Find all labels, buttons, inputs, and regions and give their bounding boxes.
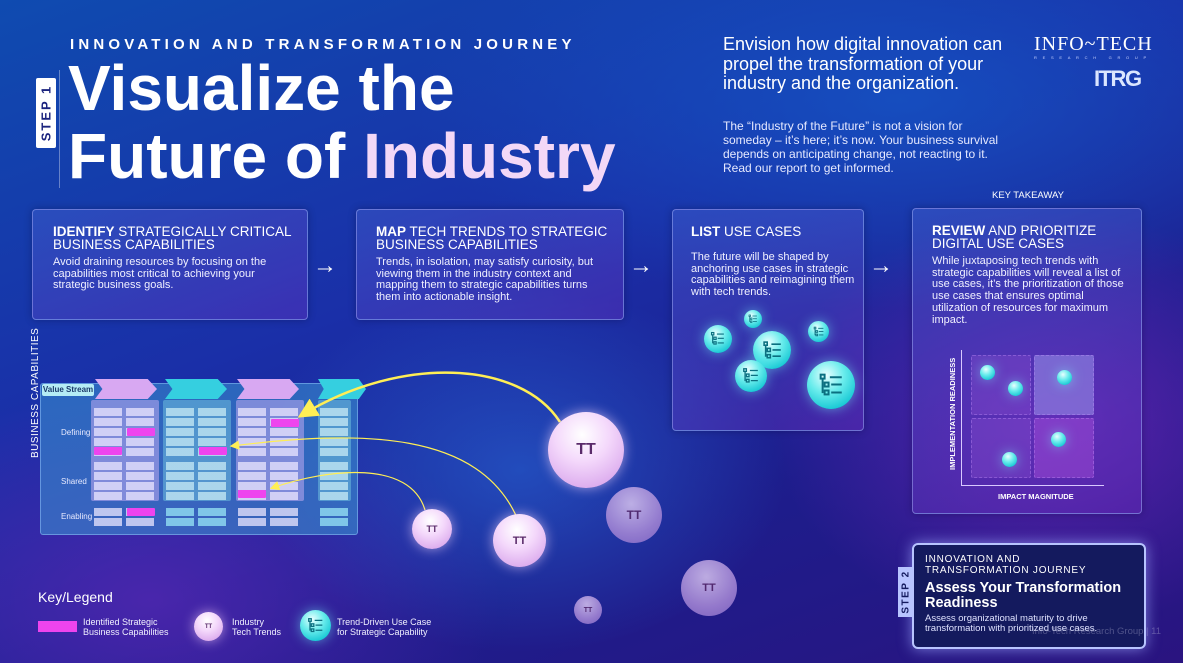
divider (59, 70, 60, 188)
itrg-logo: ITRG (1094, 66, 1142, 91)
use-case-dot-icon (980, 365, 995, 380)
matrix-quadrant (971, 418, 1031, 478)
legend-title: Key/Legend (38, 589, 113, 605)
tech-trend-bubble-icon: TT (574, 596, 602, 624)
title-line-1: Visualize the (68, 52, 455, 124)
infotech-logo: INFO~TECH (1034, 33, 1153, 55)
legend-swatch-strategic (38, 621, 77, 632)
value-stream-chevron (318, 379, 366, 399)
legend-use-case-icon (300, 610, 331, 641)
value-stream-chevron (95, 379, 157, 399)
use-case-bubble-icon (735, 360, 767, 392)
infotech-logo-subtitle: RESEARCH GROUP (1034, 55, 1152, 60)
step-card-map: MAP TECH TRENDS TO STRATEGIC BUSINESS CA… (356, 209, 624, 320)
step-1-badge: STEP 1 (36, 78, 56, 148)
card-body: The future will be shaped by anchoring u… (691, 251, 855, 299)
tech-trend-bubble-icon: TT (412, 509, 452, 549)
strategic-capability (127, 428, 155, 436)
matrix-x-label: IMPACT MAGNITUDE (998, 492, 1074, 501)
row-label-enabling: Enabling (61, 512, 93, 521)
matrix-x-axis (961, 485, 1104, 486)
tech-trend-bubble-icon: TT (548, 412, 624, 488)
arrow-right-icon: → (313, 252, 337, 279)
matrix-quadrant (1034, 418, 1094, 478)
value-stream-label: Value Stream (42, 384, 94, 396)
strategic-capability (271, 419, 299, 427)
matrix-y-axis (961, 350, 962, 486)
step-card-review: REVIEW AND PRIORITIZE DIGITAL USE CASES … (912, 208, 1142, 514)
use-case-dot-icon (1002, 452, 1017, 467)
step-2-description: Assess organizational maturity to drive … (925, 613, 1098, 634)
tech-trend-bubble-icon: TT (493, 514, 546, 567)
step-2-card[interactable] (912, 543, 1146, 649)
tech-trend-bubble-icon: TT (606, 487, 662, 543)
strategic-capability (94, 447, 122, 455)
arrow-right-icon: → (869, 252, 893, 279)
use-case-dot-icon (1057, 370, 1072, 385)
use-case-dot-icon (1008, 381, 1023, 396)
use-case-bubble-icon (808, 321, 829, 342)
step-card-identify: IDENTIFY STRATEGICALLY CRITICAL BUSINESS… (32, 209, 308, 320)
legend-label-trends: Industry Tech Trends (232, 617, 282, 637)
card-body: While juxtaposing tech trends with strat… (932, 255, 1124, 326)
intro-body: The “Industry of the Future” is not a vi… (723, 119, 999, 175)
intro-headline: Envision how digital innovation can prop… (723, 34, 1003, 93)
use-case-bubble-icon (704, 325, 732, 353)
page-title: Visualize the Future of Industry (68, 54, 616, 190)
row-label-shared: Shared (61, 477, 87, 486)
step-2-kicker: INNOVATION AND TRANSFORMATION JOURNEY (925, 554, 1087, 576)
strategic-capability (238, 490, 266, 498)
matrix-quadrant (1034, 355, 1094, 415)
key-takeaway-label: KEY TAKEAWAY (992, 190, 1064, 201)
value-stream-chevron (237, 379, 299, 399)
row-label-defining: Defining (61, 428, 91, 437)
arrow-right-icon: → (629, 252, 653, 279)
title-line-2: Future of Industry (68, 120, 616, 192)
footer-page-number: Info-Tech Research Group | 11 (1032, 626, 1162, 637)
strategic-capability (199, 447, 227, 455)
card-body: Avoid draining resources by focusing on … (53, 256, 267, 292)
legend-label-strategic: Identified Strategic Business Capabilitie… (83, 617, 169, 637)
strategic-capability (127, 508, 155, 516)
tech-trend-bubble-icon: TT (681, 560, 737, 616)
use-case-bubble-icon (744, 310, 762, 328)
value-stream-chevron (165, 379, 227, 399)
journey-kicker: INNOVATION AND TRANSFORMATION JOURNEY (70, 36, 576, 53)
use-case-bubble-icon (807, 361, 855, 409)
legend-label-use-case: Trend-Driven Use Case for Strategic Capab… (337, 617, 432, 637)
use-case-dot-icon (1051, 432, 1066, 447)
legend-tech-trend-icon: TT (194, 612, 223, 641)
card-body: Trends, in isolation, may satisfy curios… (376, 256, 594, 304)
step-2-tab: STEP 2 (898, 567, 913, 617)
step-2-title: Assess Your Transformation Readiness (925, 580, 1122, 611)
